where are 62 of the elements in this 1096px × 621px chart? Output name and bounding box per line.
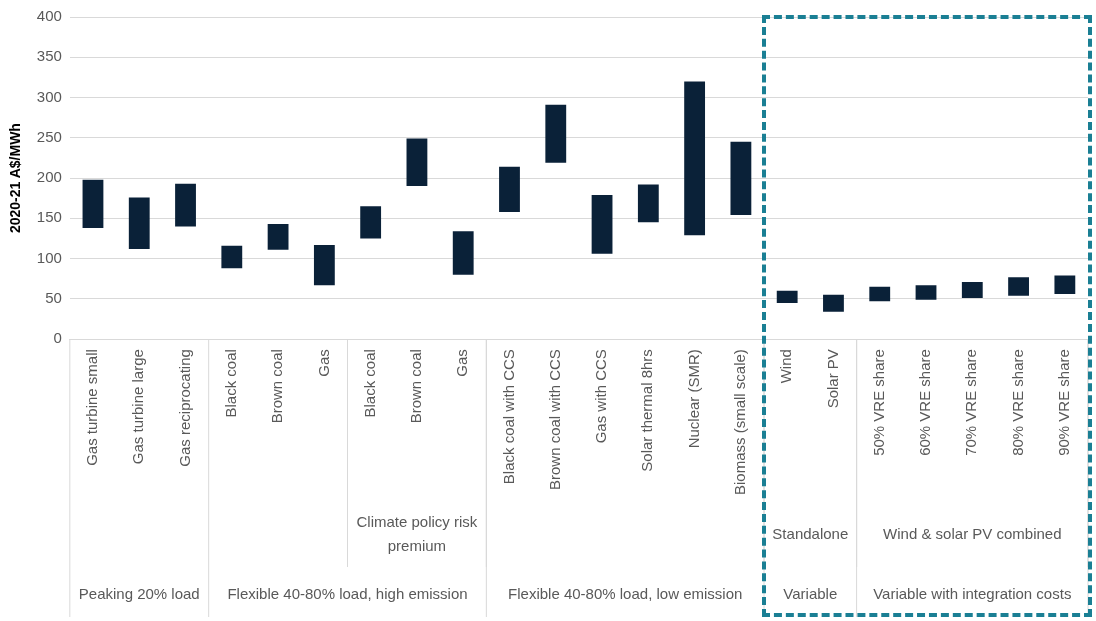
x-tick-label: Brown coal — [268, 349, 286, 424]
bar — [128, 197, 150, 249]
x-tick-label: 90% VRE share — [1055, 349, 1072, 456]
y-tick-label: 400 — [36, 7, 62, 25]
bar — [869, 286, 891, 302]
bar — [776, 290, 798, 303]
bar — [267, 223, 289, 250]
text: Variable — [783, 585, 838, 603]
bar — [360, 206, 382, 239]
bar — [82, 179, 104, 228]
x-tick-label: Black coal — [360, 349, 378, 418]
text: Wind & solar PV combined — [883, 525, 1062, 543]
x-tick-label: Gas reciprocating — [175, 349, 193, 467]
bar — [637, 184, 659, 223]
x-tick-label: 50% VRE share — [869, 349, 887, 456]
bar — [823, 294, 844, 312]
text: Flexible 40-80% load, high emission — [227, 585, 468, 603]
bar — [545, 104, 567, 163]
x-tick-label: 70% VRE share — [962, 349, 980, 456]
x-tick-label: Gas — [453, 349, 471, 377]
x-tick-label: Gas with CCS — [592, 349, 610, 444]
bar — [1054, 275, 1076, 295]
y-tick-label: 350 — [36, 47, 62, 65]
bar — [175, 183, 196, 227]
x-tick-label: Solar thermal 8hrs — [638, 349, 656, 472]
bar — [499, 166, 520, 212]
y-tick-label: 300 — [36, 87, 62, 105]
y-tick-label: 0 — [53, 329, 62, 347]
bar — [221, 245, 243, 269]
bar — [1008, 277, 1029, 296]
y-tick-label: 50 — [45, 289, 62, 307]
y-tick-label: 200 — [36, 168, 62, 186]
x-tick-label: Biomass (small scale) — [731, 349, 749, 496]
y-axis-title: 2020-21 A$/MWh — [7, 123, 24, 234]
x-tick-label: Brown coal with CCS — [545, 349, 563, 491]
x-tick-label: 80% VRE share — [1008, 349, 1026, 456]
bar — [730, 141, 752, 216]
text: Standalone — [772, 525, 849, 543]
x-tick-label: Black coal — [221, 349, 239, 418]
x-tick-label: Gas turbine small — [83, 349, 101, 466]
bar — [684, 81, 706, 236]
x-tick-label: Nuclear (SMR) — [684, 349, 702, 449]
x-tick-label: Gas turbine large — [129, 349, 147, 465]
bar — [591, 194, 613, 254]
bar — [452, 231, 474, 275]
x-tick-label: Gas — [314, 349, 332, 377]
text: Peaking 20% load — [78, 585, 200, 603]
text: Variable with integration costs — [873, 585, 1072, 603]
y-tick-label: 150 — [36, 208, 62, 226]
y-tick-label: 100 — [36, 248, 62, 266]
x-tick-label: Wind — [777, 349, 795, 384]
x-tick-label: Black coal with CCS — [499, 349, 517, 485]
bar — [406, 138, 428, 187]
text: Climate policy risk premium — [356, 513, 478, 555]
x-tick-label: 60% VRE share — [916, 349, 934, 456]
text: Flexible 40-80% load, low emission — [508, 585, 743, 603]
x-tick-label: Brown coal — [407, 349, 425, 424]
x-tick-label: Solar PV — [823, 349, 841, 409]
y-tick-label: 250 — [36, 127, 62, 145]
bar — [915, 285, 937, 300]
bar — [961, 281, 983, 299]
bar — [313, 244, 335, 286]
